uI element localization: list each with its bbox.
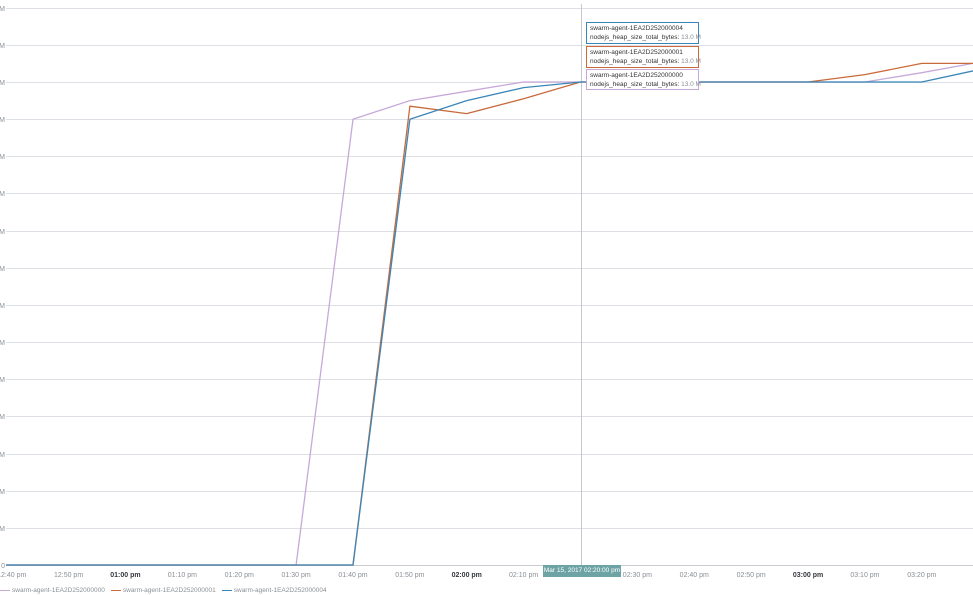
- y-tick-label: 5 M: [0, 6, 5, 13]
- series-line-0: [6, 62, 973, 566]
- tooltip-series-000004: swarm-agent-1EA2D252000004 nodejs_heap_s…: [586, 22, 701, 44]
- y-tick-label: M: [0, 266, 5, 273]
- tooltip-series-name: swarm-agent-1EA2D252000004: [590, 25, 683, 32]
- y-tick-label: M: [0, 452, 5, 459]
- x-tick-label: 12:50 pm: [54, 572, 83, 579]
- y-tick-label: M: [0, 43, 5, 50]
- legend-swatch: [0, 589, 10, 591]
- legend-label: swarm-agent-1EA2D252000000: [12, 586, 105, 594]
- tooltip-value: 13.0 M: [681, 57, 701, 65]
- x-tick-label: 01:30 pm: [282, 572, 311, 579]
- tooltip-series-name: swarm-agent-1EA2D252000000: [590, 72, 683, 79]
- y-tick-label: M: [0, 154, 5, 161]
- series-lines: [6, 62, 973, 566]
- legend-label: swarm-agent-1EA2D252000004: [233, 586, 327, 594]
- x-tick-label: 03:00 pm: [793, 572, 823, 579]
- y-tick-label: M: [0, 414, 5, 421]
- x-tick-label: 03:10 pm: [850, 572, 879, 579]
- cursor-time-label: Mar 15, 2017 02:20:00 pm: [543, 565, 621, 577]
- legend-item[interactable]: swarm-agent-1EA2D252000000: [0, 585, 105, 595]
- x-tick-label: 02:40 pm: [680, 572, 709, 579]
- y-tick-label: M: [0, 80, 5, 87]
- grid-lines: [6, 8, 973, 566]
- y-tick-label: M: [0, 340, 5, 347]
- x-tick-label: 12:40 pm: [0, 572, 26, 579]
- chart-legend: swarm-agent-1EA2D252000000 swarm-agent-1…: [0, 585, 333, 595]
- x-tick-label: 01:00 pm: [110, 572, 140, 579]
- legend-label: swarm-agent-1EA2D252000001: [122, 586, 216, 594]
- y-axis-tick-labels: 5 M M M M M M M M M M M M M M M 0: [0, 6, 5, 570]
- x-tick-label: 03:20 pm: [907, 572, 936, 579]
- x-tick-label: 01:20 pm: [225, 572, 254, 579]
- legend-item[interactable]: swarm-agent-1EA2D252000001: [110, 585, 216, 595]
- x-tick-label: 02:10 pm: [509, 572, 538, 579]
- x-axis-tick-labels: 12:40 pm 12:50 pm 01:00 pm 01:10 pm 01:20 pm…: [0, 572, 937, 579]
- x-tick-label: 02:50 pm: [737, 572, 766, 579]
- y-tick-label: M: [0, 489, 5, 496]
- tooltip-series-000001: swarm-agent-1EA2D252000001 nodejs_heap_s…: [586, 46, 701, 68]
- tooltip-metric: nodejs_heap_size_total_bytes:: [590, 33, 680, 41]
- y-tick-label: M: [0, 377, 5, 384]
- legend-swatch: [221, 589, 232, 591]
- x-tick-label: 01:40 pm: [338, 572, 367, 579]
- legend-swatch: [110, 589, 121, 591]
- tooltip-series-name: swarm-agent-1EA2D252000001: [590, 49, 683, 56]
- y-tick-label: M: [0, 526, 5, 533]
- x-tick-label: 02:30 pm: [623, 572, 652, 579]
- tooltip-metric: nodejs_heap_size_total_bytes:: [590, 80, 680, 88]
- tooltip-value: 13.0 M: [681, 80, 701, 88]
- tooltip-value: 13.0 M: [681, 33, 701, 41]
- y-tick-label: 0: [1, 563, 5, 570]
- y-tick-label: M: [0, 303, 5, 310]
- x-tick-label: 01:10 pm: [168, 572, 197, 579]
- tooltip-metric: nodejs_heap_size_total_bytes:: [590, 57, 680, 65]
- x-tick-label: 01:50 pm: [395, 572, 424, 579]
- series-line-1: [6, 62, 973, 566]
- x-tick-label: 02:00 pm: [452, 572, 482, 579]
- tooltip-series-000000: swarm-agent-1EA2D252000000 nodejs_heap_s…: [586, 69, 701, 90]
- series-line-2: [6, 70, 973, 566]
- y-tick-label: M: [0, 191, 5, 198]
- legend-item[interactable]: swarm-agent-1EA2D252000004: [221, 585, 327, 595]
- y-tick-label: M: [0, 117, 5, 124]
- y-tick-label: M: [0, 229, 5, 236]
